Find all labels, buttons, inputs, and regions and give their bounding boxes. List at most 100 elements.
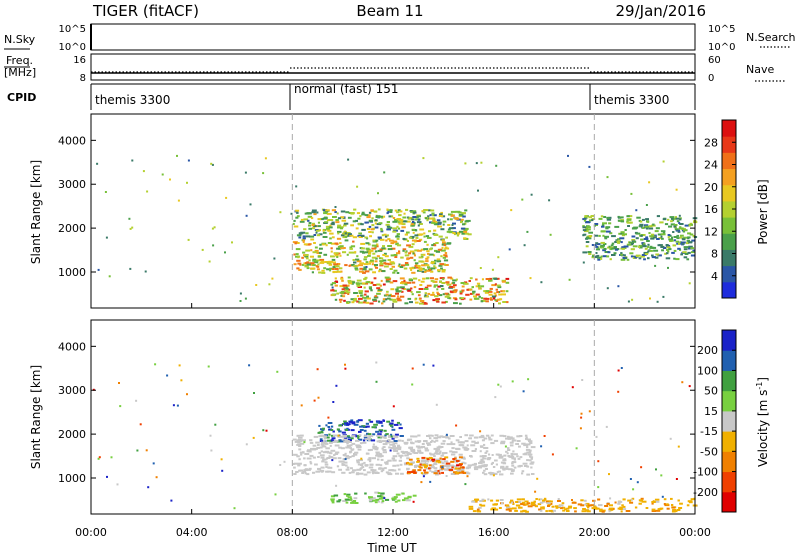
data-cell: [104, 191, 107, 193]
data-cell: [345, 468, 350, 471]
data-cell: [419, 451, 424, 454]
data-cell: [420, 445, 426, 448]
header-radar: TIGER (fitACF): [92, 2, 199, 20]
data-cell: [326, 470, 332, 473]
data-cell: [395, 235, 400, 238]
velocity-colorbar-swatch: [722, 491, 736, 513]
data-cell: [602, 249, 606, 252]
data-cell: [346, 234, 352, 237]
data-cell: [381, 440, 387, 443]
data-cell: [571, 386, 574, 389]
data-cell: [512, 507, 517, 510]
data-cell: [516, 435, 521, 438]
data-cell: [327, 439, 332, 442]
data-cell: [645, 236, 649, 239]
data-cell: [369, 235, 372, 238]
data-cell: [358, 292, 363, 294]
data-cell: [351, 281, 356, 284]
data-cell: [331, 425, 334, 428]
data-cell: [460, 221, 462, 224]
data-cell: [453, 459, 458, 462]
data-cell: [426, 269, 430, 272]
data-cell: [375, 463, 381, 466]
data-cell: [358, 459, 363, 462]
data-cell: [661, 495, 664, 498]
data-cell: [98, 456, 101, 459]
data-cell: [370, 209, 374, 212]
data-cell: [664, 223, 669, 226]
data-cell: [517, 457, 521, 460]
data-cell: [299, 442, 305, 445]
data-cell: [493, 292, 497, 295]
data-cell: [374, 295, 378, 298]
data-cell: [433, 455, 436, 458]
data-cell: [481, 278, 484, 281]
data-cell: [439, 468, 444, 471]
data-cell: [585, 241, 590, 243]
data-cell: [315, 470, 321, 473]
data-cell: [394, 256, 398, 258]
data-cell: [600, 241, 605, 244]
power-ytick-label: 2000: [58, 222, 86, 235]
data-cell: [325, 244, 328, 247]
data-cell: [453, 284, 457, 287]
data-cell: [314, 249, 319, 252]
data-cell: [302, 239, 305, 242]
data-cell: [334, 265, 340, 268]
data-cell: [504, 445, 507, 448]
data-cell: [499, 298, 503, 301]
data-cell: [441, 301, 446, 304]
data-cell: [412, 494, 417, 497]
data-cell: [620, 220, 625, 223]
data-cell: [363, 256, 368, 259]
data-cell: [620, 367, 623, 369]
data-cell: [315, 229, 320, 232]
data-cell: [311, 224, 315, 226]
data-cell: [105, 236, 108, 239]
data-cell: [428, 467, 431, 470]
data-cell: [655, 509, 661, 512]
data-cell: [349, 498, 352, 501]
data-cell: [440, 454, 444, 457]
data-cell: [494, 396, 497, 399]
data-cell: [371, 263, 374, 266]
data-cell: [358, 301, 363, 304]
data-cell: [595, 435, 598, 438]
data-cell: [438, 445, 441, 448]
data-cell: [677, 445, 680, 448]
data-cell: [456, 467, 461, 470]
data-cell: [387, 459, 392, 462]
power-colorbar-tick: 28: [704, 136, 718, 149]
data-cell: [606, 218, 612, 221]
data-cell: [509, 455, 515, 458]
data-cell: [427, 458, 430, 461]
data-cell: [452, 281, 456, 284]
data-cell: [371, 256, 377, 259]
data-cell: [340, 247, 343, 249]
data-cell: [396, 242, 399, 245]
data-cell: [445, 475, 448, 477]
data-cell: [300, 453, 303, 456]
data-cell: [343, 287, 348, 290]
data-cell: [357, 286, 362, 288]
data-cell: [379, 435, 384, 438]
data-cell: [530, 456, 534, 459]
data-cell: [646, 220, 650, 223]
data-cell: [320, 260, 324, 263]
data-cell: [530, 466, 533, 469]
data-cell: [466, 444, 469, 447]
data-cell: [549, 233, 552, 236]
data-cell: [371, 224, 375, 227]
data-cell: [321, 445, 326, 448]
data-cell: [356, 255, 359, 258]
data-cell: [460, 227, 466, 230]
data-cell: [207, 365, 210, 368]
data-cell: [356, 461, 360, 464]
data-cell: [542, 507, 545, 510]
data-cell: [427, 252, 430, 255]
data-cell: [502, 441, 505, 444]
data-cell: [625, 256, 628, 259]
data-cell: [374, 219, 378, 222]
data-cell: [479, 287, 482, 290]
data-cell: [341, 423, 345, 425]
